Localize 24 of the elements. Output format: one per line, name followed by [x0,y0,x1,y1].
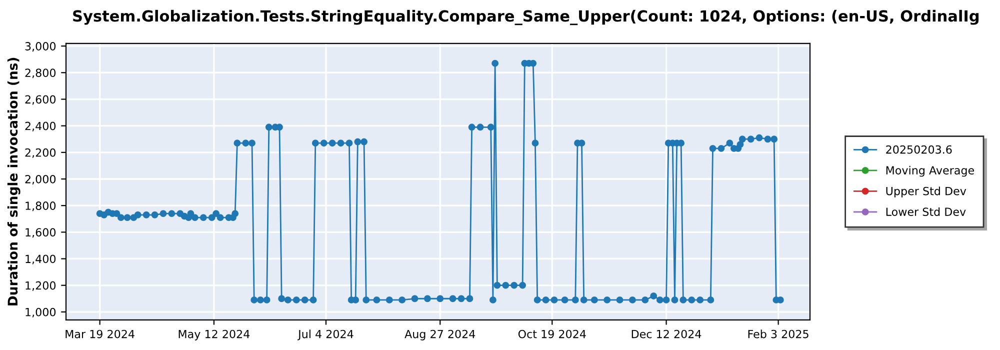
y-tick-label: 1,600 [26,228,56,238]
x-tick-label: Aug 27 2024 [404,330,476,340]
y-tick-label: 2,200 [25,148,56,158]
legend-label: Upper Std Dev [886,186,966,198]
y-tick-label: 1,000 [26,308,56,318]
y-tick-label: 2,000 [25,174,56,185]
y-tick-label: 3,000 [25,42,56,52]
y-tick-label: 1,400 [26,254,56,264]
y-tick-label: 2,400 [25,122,56,132]
y-tick-label: 2,800 [25,68,56,78]
legend-label: Moving Average [886,166,974,177]
y-tick-label: 1,800 [26,202,56,212]
y-tick-label: 2,600 [25,95,56,105]
x-tick-label: Dec 12 2024 [632,330,702,338]
x-tick-label: May 12 2024 [178,330,250,340]
legend-label: 20250203.6 [886,145,952,154]
x-tick-label: Mar 19 2024 [66,330,134,338]
legend-label: Lower Std Dev [886,207,966,216]
y-axis-title: Duration of single invocation (ns) [7,58,20,306]
x-tick-label: Jul 4 2024 [297,330,354,340]
x-tick-label: Feb 3 2025 [748,330,808,338]
chart-title: System.Globalization.Tests.StringEquality.Compare_Same_Upper(Count: 1024, Options: (en-US, OrdinalIg [73,10,979,26]
x-tick-label: Oct 19 2024 [518,330,586,338]
y-tick-label: 1,200 [26,281,56,291]
